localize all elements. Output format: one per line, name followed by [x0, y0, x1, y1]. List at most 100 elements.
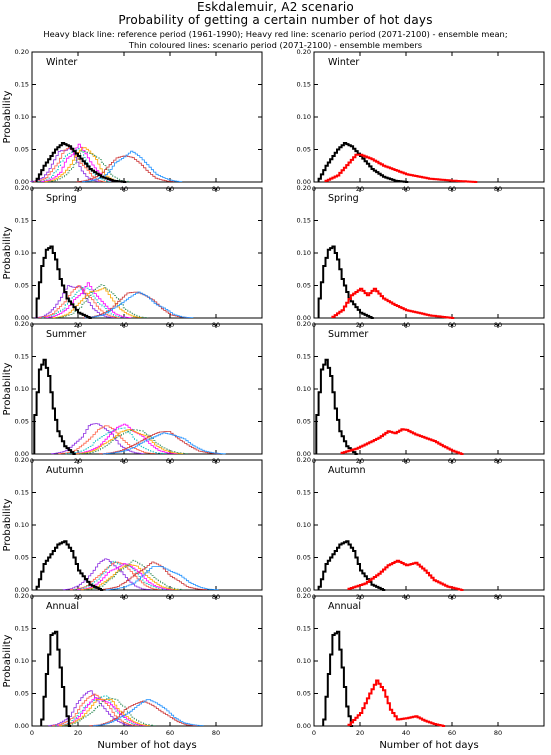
y-tick-label: 0.15 — [297, 353, 311, 361]
y-tick-label: 0.15 — [15, 353, 29, 361]
panel-annual-members: 0.00 0.05 0.10 0.15 0.20 0 20 40 60 80 Annual Proba… — [2, 592, 263, 751]
y-tick-label: 0.10 — [15, 657, 29, 665]
y-tick-label: 0.00 — [15, 178, 29, 186]
y-tick-label: 0.00 — [15, 450, 29, 458]
y-tick-label: 0.20 — [297, 456, 311, 464]
y-tick-label: 0.05 — [297, 282, 311, 290]
y-tick-label: 0.00 — [15, 586, 29, 594]
member-series-line — [79, 429, 190, 455]
y-tick-label: 0.05 — [15, 146, 29, 154]
member-series-line — [99, 431, 221, 455]
member-series-line — [92, 699, 204, 727]
reference-series-line — [35, 540, 104, 591]
y-tick-label: 0.00 — [297, 314, 311, 322]
panel-winter-mean: 0.000.050.100.150.20020406080Winter — [297, 48, 545, 193]
y-tick-label: 0.15 — [297, 489, 311, 497]
reference-series-line — [40, 630, 72, 727]
y-tick-label: 0.10 — [297, 113, 311, 121]
y-tick-label: 0.05 — [297, 418, 311, 426]
reference-series-line — [317, 540, 386, 591]
y-tick-label: 0.00 — [297, 586, 311, 594]
reference-series-line — [35, 142, 127, 183]
panel-autumn-mean: 0.000.050.100.150.20020406080Autumn — [297, 456, 545, 601]
y-tick-label: 0.00 — [297, 722, 311, 730]
y-tick-label: 0.20 — [15, 320, 29, 328]
member-series-line — [45, 282, 132, 318]
reference-series-line — [315, 358, 358, 455]
y-tick-label: 0.20 — [297, 592, 311, 600]
legend-line-2: Thin coloured lines: scenario period (20… — [128, 40, 423, 50]
y-tick-label: 0.20 — [297, 320, 311, 328]
y-tick-label: 0.10 — [15, 521, 29, 529]
season-label: Summer — [328, 329, 368, 340]
reference-series-line — [317, 245, 374, 319]
y-tick-label: 0.10 — [297, 657, 311, 665]
y-tick-label: 0.05 — [297, 554, 311, 562]
member-series-line — [62, 697, 156, 727]
figure-title: Eskdalemuir, A2 scenario — [197, 0, 354, 14]
y-tick-label: 0.10 — [297, 521, 311, 529]
member-series-line — [82, 291, 191, 319]
member-series-line — [76, 155, 174, 183]
y-tick-label: 0.20 — [15, 456, 29, 464]
season-label: Summer — [46, 329, 86, 340]
x-tick-label: 80 — [494, 729, 502, 737]
member-series-line — [48, 150, 129, 182]
member-series-line — [81, 150, 183, 183]
member-series-line — [65, 427, 167, 455]
member-series-line — [105, 566, 219, 591]
member-series-line — [84, 291, 194, 319]
plot-frame — [313, 323, 545, 455]
season-label: Spring — [328, 193, 359, 204]
y-tick-label: 0.10 — [15, 249, 29, 257]
panel-spring-mean: 0.000.050.100.150.20020406080Spring — [297, 184, 545, 329]
y-axis-label: Probability — [2, 498, 13, 551]
panel-summer-mean: 0.000.050.100.150.20020406080Summer — [297, 320, 545, 465]
season-label: Winter — [328, 57, 359, 68]
y-tick-label: 0.15 — [15, 489, 29, 497]
y-tick-label: 0.05 — [15, 554, 29, 562]
y-axis-label: Probability — [2, 362, 13, 415]
y-tick-label: 0.15 — [297, 217, 311, 225]
y-tick-label: 0.15 — [15, 625, 29, 633]
y-tick-label: 0.00 — [15, 722, 29, 730]
season-label: Annual — [46, 601, 79, 612]
member-series-line — [30, 146, 101, 182]
y-tick-label: 0.15 — [15, 81, 29, 89]
member-series-line — [55, 695, 145, 727]
member-series-line — [89, 700, 198, 727]
reference-series-line — [33, 358, 76, 455]
x-tick-label: 60 — [448, 729, 456, 737]
scenario-mean-series-line — [347, 679, 446, 727]
y-tick-label: 0.20 — [297, 48, 311, 56]
y-tick-label: 0.00 — [297, 178, 311, 186]
member-series-line — [58, 698, 150, 727]
y-tick-label: 0.10 — [15, 113, 29, 121]
x-tick-label: 20 — [74, 729, 82, 737]
x-tick-label: 40 — [120, 729, 128, 737]
y-axis-label: Probability — [2, 226, 13, 279]
x-axis-label: Number of hot days — [379, 740, 478, 751]
member-series-line — [56, 284, 149, 318]
member-series-line — [34, 285, 115, 319]
scenario-mean-series-line — [331, 287, 455, 319]
member-series-line — [84, 559, 185, 591]
season-label: Autumn — [328, 465, 366, 476]
y-tick-label: 0.05 — [15, 418, 29, 426]
member-series-line — [41, 286, 126, 319]
y-tick-label: 0.00 — [15, 314, 29, 322]
season-label: Annual — [328, 601, 361, 612]
y-tick-label: 0.10 — [297, 385, 311, 393]
scenario-mean-series-line — [340, 428, 464, 455]
panel-annual-mean: 0.00 0.05 0.10 0.15 0.20 0 20 40 60 80 Annual Numbe… — [297, 592, 545, 751]
x-tick-label: 60 — [166, 729, 174, 737]
season-label: Spring — [46, 193, 77, 204]
y-axis-label: Probability — [2, 90, 13, 143]
y-tick-label: 0.00 — [297, 450, 311, 458]
panel-spring-members: 0.000.050.100.150.20020406080SpringProba… — [2, 184, 263, 329]
y-tick-label: 0.10 — [15, 385, 29, 393]
member-series-line — [51, 693, 139, 727]
reference-series-line — [35, 245, 92, 319]
member-series-line — [48, 690, 134, 727]
